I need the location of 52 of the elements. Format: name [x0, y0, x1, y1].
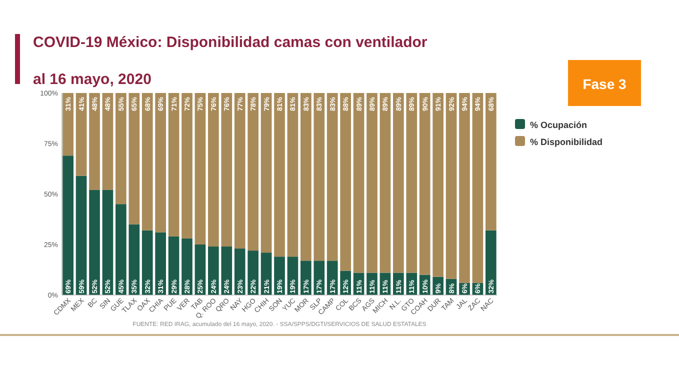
bar	[221, 246, 232, 295]
bar	[168, 93, 180, 236]
bar	[116, 93, 126, 204]
bar	[89, 190, 100, 295]
bar	[62, 156, 74, 295]
bar	[208, 246, 219, 295]
bar	[380, 93, 391, 273]
bar	[432, 93, 444, 277]
bar	[248, 250, 258, 295]
bar	[128, 93, 140, 224]
bar	[194, 93, 206, 244]
bar	[366, 93, 378, 273]
bar	[446, 93, 457, 279]
bar	[62, 93, 74, 156]
bar	[116, 204, 126, 295]
bar	[155, 232, 166, 295]
bar	[76, 93, 87, 176]
bar	[459, 93, 470, 283]
bar	[182, 93, 192, 238]
text: Fase 3	[582, 76, 627, 92]
bar	[234, 248, 246, 295]
bar	[248, 93, 258, 251]
bar	[89, 93, 100, 190]
bar	[208, 93, 219, 247]
legend-label: % Disponibilidad	[530, 137, 603, 147]
bar	[393, 93, 404, 273]
bar	[221, 93, 232, 247]
bar	[486, 93, 496, 230]
bar	[128, 224, 140, 295]
bar	[353, 93, 364, 273]
bar	[314, 93, 325, 261]
bar	[142, 93, 153, 230]
bar	[486, 230, 496, 295]
chart-title: COVID-19 México: Disponibilidad camas con ventilador	[33, 34, 428, 51]
bar	[300, 93, 312, 261]
legend-label: % Ocupación	[530, 120, 588, 130]
bar	[102, 190, 114, 295]
bar	[287, 93, 298, 257]
bar	[326, 93, 338, 261]
bar	[260, 93, 272, 253]
bar	[419, 93, 430, 275]
bar	[472, 93, 484, 283]
chart-subtitle: al 16 mayo, 2020	[33, 71, 152, 88]
bar	[142, 230, 153, 295]
bar	[274, 93, 285, 257]
bar	[102, 93, 114, 190]
bar	[76, 176, 87, 295]
bar	[406, 93, 418, 273]
bar	[182, 238, 192, 295]
bar	[340, 93, 351, 271]
bar	[155, 93, 166, 232]
bar	[234, 93, 246, 249]
